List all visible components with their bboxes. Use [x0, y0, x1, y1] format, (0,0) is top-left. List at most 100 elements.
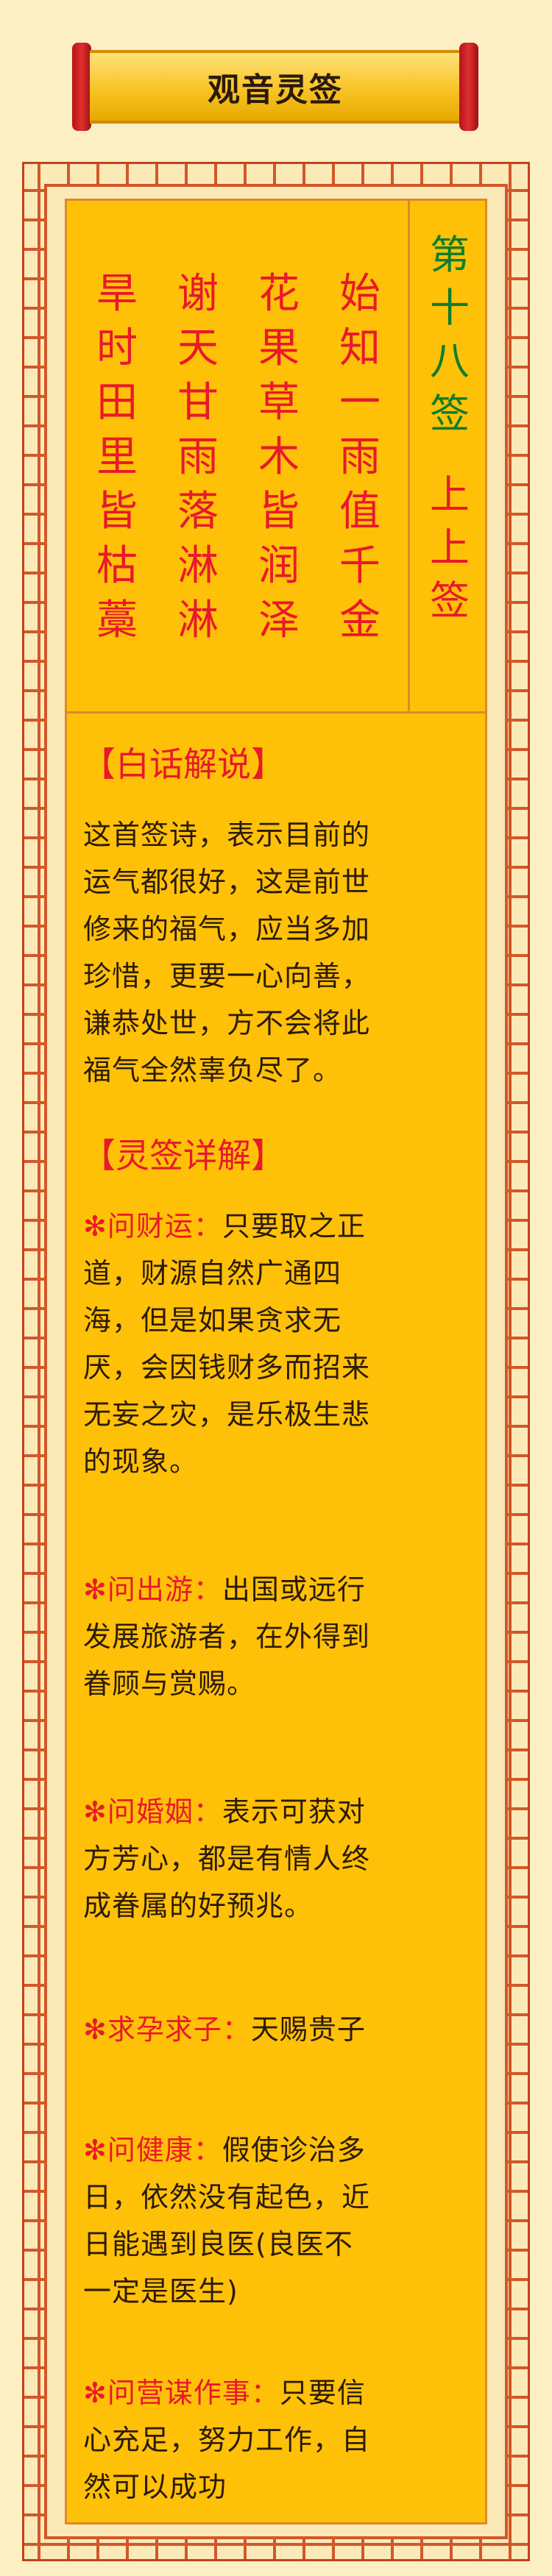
poem-char: 谢 [177, 270, 219, 318]
lot-number: 第 十 八 签 [430, 229, 470, 441]
scroll-body: 观音灵签 [90, 50, 461, 124]
detail-item-children: ✻求孕求子：天赐贵子 [83, 2006, 476, 2053]
poem-column-2: 花 果 草 木 皆 润 泽 [257, 267, 301, 648]
scroll-rod-left [72, 43, 91, 131]
poem-char: 金 [339, 597, 381, 644]
item-text: 只要取之正 [222, 1210, 366, 1242]
poem-char: 枯 [96, 542, 138, 590]
text-line: ✻求孕求子：天赐贵子 [83, 2006, 476, 2053]
item-key: 问健康： [107, 2134, 222, 2166]
poem-char: 田 [96, 379, 138, 427]
text-line: 一定是医生) [83, 2275, 238, 2308]
poem-char: 藁 [96, 597, 138, 644]
item-key: 求孕求子： [107, 2013, 251, 2046]
poem-char: 木 [258, 433, 300, 481]
text-line: 然可以成功 [83, 2471, 227, 2503]
star-icon: ✻ [83, 2377, 107, 2409]
lot-info-column: 第 十 八 签 上 上 签 [410, 201, 489, 711]
poem-char: 淋 [177, 542, 219, 590]
text-line: ✻问营谋作事：只要信 [83, 2369, 476, 2416]
lot-number-char: 签 [430, 391, 470, 437]
detail-item-wealth: ✻问财运：只要取之正 道，财源自然广通四 海，但是如果贪求无 厌，会因钱财多而招… [83, 1203, 476, 1485]
text-line: 厌，会因钱财多而招来 [83, 1351, 371, 1384]
poem-char: 雨 [339, 433, 381, 481]
poem-char: 润 [258, 542, 300, 590]
lot-grade-char: 上 [430, 524, 470, 571]
item-text: 出国或远行 [222, 1573, 366, 1606]
item-text: 假使诊治多 [222, 2134, 366, 2166]
page-title: 观音灵签 [208, 71, 343, 109]
baihua-paragraph: 这首签诗，表示目前的 运气都很好，这是前世 修来的福气，应当多加 珍惜，更要一心… [83, 811, 476, 1094]
poem-char: 旱 [96, 270, 138, 318]
lot-grade-char: 签 [430, 577, 470, 624]
text-line: 谦恭处世，方不会将此 [83, 1007, 371, 1039]
item-text: 表示可获对 [222, 1796, 366, 1828]
text-line: 发展旅游者，在外得到 [83, 1620, 371, 1653]
poem-char: 泽 [258, 597, 300, 644]
text-line: 修来的福气，应当多加 [83, 913, 371, 945]
poem-column-1: 始 知 一 雨 值 千 金 [338, 267, 382, 648]
text-line: 日，依然没有起色，近 [83, 2181, 371, 2213]
detail-item-health: ✻问健康：假使诊治多 日，依然没有起色，近 日能遇到良医(良医不 一定是医生) [83, 2127, 476, 2315]
lot-grade-char: 上 [430, 472, 470, 518]
star-icon: ✻ [83, 1210, 107, 1242]
text-line: 无妄之灾，是乐极生悲 [83, 1398, 371, 1431]
text-line: 成眷属的好预兆。 [83, 1890, 314, 1922]
text-line: 海，但是如果贪求无 [83, 1304, 342, 1337]
poem-char: 千 [339, 542, 381, 590]
text-line: 道，财源自然广通四 [83, 1257, 342, 1289]
poem-char: 草 [258, 379, 300, 427]
star-icon: ✻ [83, 1573, 107, 1606]
poem-char: 里 [96, 433, 138, 481]
text-line: ✻问财运：只要取之正 [83, 1203, 476, 1250]
section-title-xiangjie: 【灵签详解】 [82, 1136, 285, 1175]
text-line: 眷顾与赏赐。 [83, 1668, 256, 1700]
poem-char: 淋 [177, 597, 219, 644]
lot-number-char: 第 [430, 232, 470, 278]
divider [67, 711, 485, 714]
text-line: 方芳心，都是有情人终 [83, 1843, 371, 1875]
title-banner: 观音灵签 [72, 43, 478, 131]
text-line: 这首签诗，表示目前的 [83, 819, 371, 851]
section-title-baihua: 【白话解说】 [82, 744, 285, 784]
poem-char: 一 [339, 379, 381, 427]
text-line: 福气全然辜负尽了。 [83, 1054, 342, 1086]
star-icon: ✻ [83, 1796, 107, 1828]
lot-number-char: 十 [430, 285, 470, 331]
text-line: 心充足，努力工作，自 [83, 2424, 371, 2456]
poem-char: 天 [177, 324, 219, 372]
item-key: 问出游： [107, 1573, 222, 1606]
poem-area: 始 知 一 雨 值 千 金 花 果 草 木 皆 润 泽 谢 天 甘 雨 落 淋 … [67, 201, 410, 711]
text-line: 运气都很好，这是前世 [83, 866, 371, 898]
item-text: 只要信 [279, 2377, 366, 2409]
item-key: 问婚姻： [107, 1796, 222, 1828]
text-line: ✻问出游：出国或远行 [83, 1566, 476, 1613]
text-line: 珍惜，更要一心向善， [83, 960, 371, 992]
poem-char: 值 [339, 488, 381, 536]
text-line: ✻问健康：假使诊治多 [83, 2127, 476, 2174]
poem-column-4: 旱 时 田 里 皆 枯 藁 [95, 267, 139, 648]
item-text: 天赐贵子 [250, 2013, 366, 2046]
poem-char: 落 [177, 488, 219, 536]
poem-char: 果 [258, 324, 300, 372]
poem-char: 始 [339, 270, 381, 318]
star-icon: ✻ [83, 2134, 107, 2166]
detail-item-marriage: ✻问婚姻：表示可获对 方芳心，都是有情人终 成眷属的好预兆。 [83, 1788, 476, 1929]
detail-item-business: ✻问营谋作事：只要信 心充足，努力工作，自 然可以成功 [83, 2369, 476, 2511]
poem-char: 时 [96, 324, 138, 372]
poem-char: 皆 [96, 488, 138, 536]
lot-number-char: 八 [430, 338, 470, 384]
poem-char: 皆 [258, 488, 300, 536]
detail-item-travel: ✻问出游：出国或远行 发展旅游者，在外得到 眷顾与赏赐。 [83, 1566, 476, 1707]
text-line: 日能遇到良医(良医不 [83, 2228, 353, 2260]
poem-char: 甘 [177, 379, 219, 427]
scroll-rod-right [459, 43, 478, 131]
poem-char: 知 [339, 324, 381, 372]
poem-column-3: 谢 天 甘 雨 落 淋 淋 [176, 267, 220, 648]
lot-grade: 上 上 签 [430, 469, 470, 627]
star-icon: ✻ [83, 2013, 107, 2046]
text-line: 的现象。 [83, 1445, 199, 1478]
text-line: ✻问婚姻：表示可获对 [83, 1788, 476, 1835]
item-key: 问财运： [107, 1210, 222, 1242]
item-key: 问营谋作事： [107, 2377, 280, 2409]
